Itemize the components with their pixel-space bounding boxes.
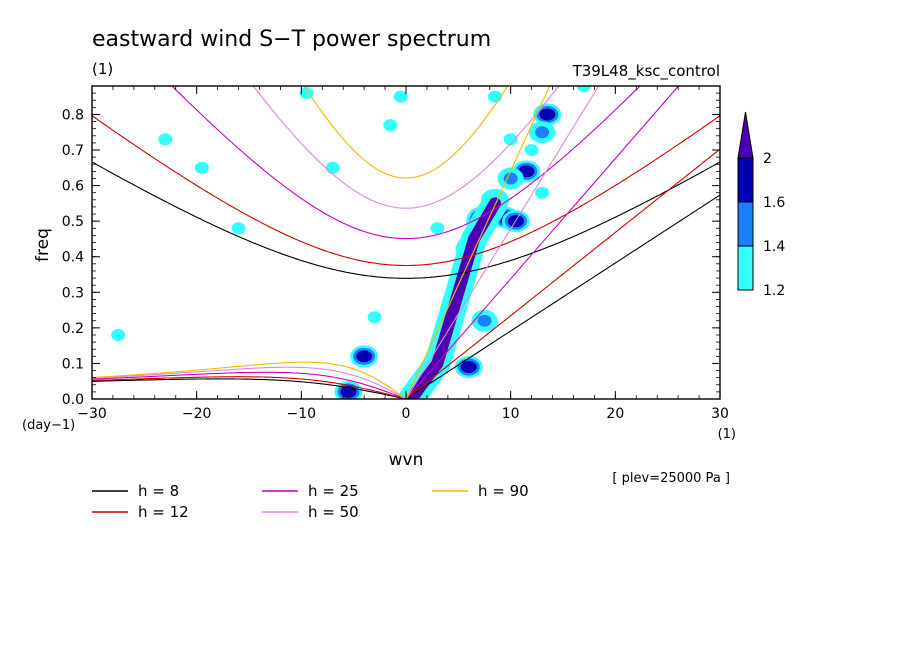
curve-kelvin-h25 [405, 86, 680, 399]
colorbar-box-1 [737, 201, 754, 247]
plot-frame [91, 85, 721, 400]
curve-ig-h50 [252, 86, 560, 209]
colorbar-label: 1.6 [763, 195, 785, 211]
contour-patch-11 [356, 350, 373, 363]
curve-kelvin-h8 [405, 194, 720, 399]
curve-rossby-h12 [92, 376, 407, 399]
x-tick-label: 10 [502, 406, 520, 422]
y-tick-label: 0.0 [62, 392, 84, 408]
legend-label: h = 90 [478, 482, 529, 500]
colorbar-label: 1.2 [763, 283, 785, 299]
contour-patch-9 [460, 360, 477, 373]
x-tick-label: 0 [402, 406, 411, 422]
x-axis-unit: (1) [718, 427, 736, 442]
contour-patch-18 [576, 86, 591, 92]
legend-label: h = 50 [308, 503, 359, 521]
contour-patch-24 [158, 133, 173, 146]
x-axis-ticks: −30 −20 −10 0 10 20 30 [77, 86, 729, 422]
contour-patch-20 [325, 161, 340, 174]
contour-patch-14 [535, 126, 550, 139]
curve-ig-h8 [92, 161, 720, 279]
x-tick-label: −30 [77, 406, 107, 422]
contour-patch-21 [383, 119, 398, 132]
y-axis-label: freq [33, 228, 53, 262]
colorbar-label: 1.4 [763, 239, 785, 255]
dispersion-curves [92, 86, 720, 399]
chart-title: eastward wind S−T power spectrum [92, 27, 491, 52]
colorbar: 2 1.6 1.4 1.2 [737, 111, 785, 299]
contour-ridge [405, 197, 501, 399]
contour-patch-16 [503, 133, 518, 146]
curve-ig-h25 [171, 86, 641, 240]
legend: h = 8 h = 12 h = 25 h = 50 h = 90 [92, 482, 529, 521]
y-axis-unit: (day−1) [22, 418, 75, 433]
x-axis-label: wvn [389, 450, 424, 470]
x-tick-label: 30 [711, 406, 729, 422]
contour-field [111, 86, 591, 399]
y-tick-label: 0.2 [62, 321, 84, 337]
colorbar-extension [737, 111, 754, 159]
curve-rossby-h90 [92, 361, 407, 399]
chart-subtitle-left: (1) [92, 60, 113, 78]
contour-patch-29 [111, 328, 126, 341]
colorbar-box-0 [737, 157, 754, 203]
contour-patch-26 [367, 311, 382, 324]
curve-rossby-h8 [92, 378, 407, 399]
contour-patch-10 [340, 385, 357, 398]
y-tick-label: 0.3 [62, 285, 84, 301]
y-tick-label: 0.6 [62, 179, 84, 195]
contour-patch-17 [524, 144, 539, 157]
legend-label: h = 12 [138, 503, 189, 521]
chart-subtitle-right: T39L48_ksc_control [572, 62, 720, 81]
legend-label: h = 25 [308, 482, 359, 500]
y-tick-label: 0.8 [62, 107, 84, 123]
y-tick-label: 0.5 [62, 214, 84, 230]
curve-ig-h90 [303, 86, 509, 179]
y-tick-label: 0.1 [62, 356, 84, 372]
contour-patch-22 [393, 90, 408, 103]
contour-patch-23 [194, 161, 209, 174]
contour-patch-12 [477, 314, 492, 327]
curve-ig-h12 [92, 115, 720, 267]
contour-patch-13 [503, 172, 518, 185]
contour-patch-27 [430, 222, 445, 235]
contour-patch-25 [231, 222, 246, 235]
colorbar-label: 2 [763, 151, 772, 167]
x-tick-label: −20 [182, 406, 212, 422]
x-tick-label: 20 [606, 406, 624, 422]
contour-patch-19 [299, 87, 314, 100]
contour-patch-15 [487, 90, 502, 103]
curve-rossby-h25 [92, 371, 407, 399]
curve-kelvin-h50 [405, 86, 600, 399]
colorbar-box-2 [737, 245, 754, 291]
level-note: [ plev=25000 Pa ] [612, 471, 730, 486]
y-tick-label: 0.7 [62, 143, 84, 159]
legend-label: h = 8 [138, 482, 179, 500]
curve-kelvin-h12 [405, 148, 720, 399]
y-tick-label: 0.4 [62, 250, 84, 266]
curve-kelvin-h90 [405, 86, 551, 399]
x-tick-label: −10 [287, 406, 317, 422]
contour-patch-28 [535, 186, 550, 199]
contour-patch-8 [539, 108, 556, 121]
y-axis-ticks: 0.0 0.1 0.2 0.3 0.4 0.5 0.6 0.7 0.8 [62, 92, 720, 408]
curve-rossby-h50 [92, 366, 407, 399]
